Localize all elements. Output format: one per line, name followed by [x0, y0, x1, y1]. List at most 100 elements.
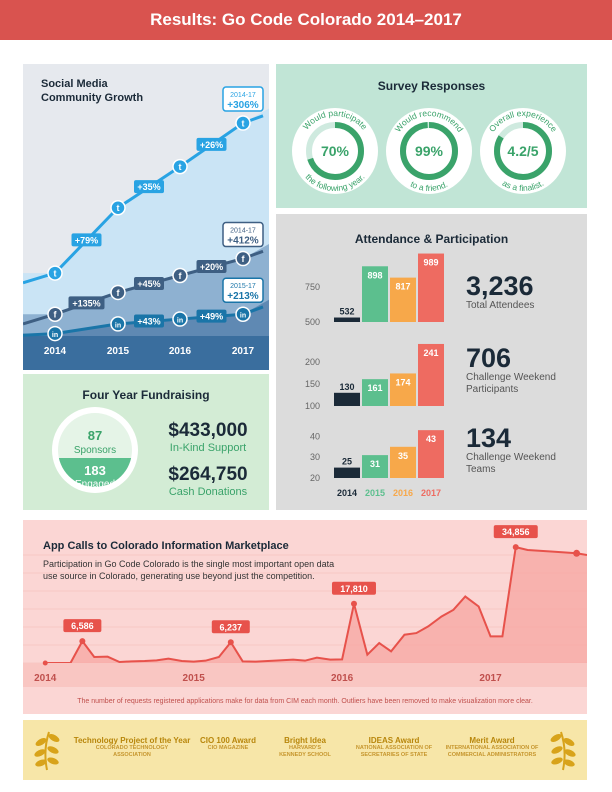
point-glyph: f	[179, 271, 183, 281]
teams-stat: 134 Challenge Weekend Teams	[466, 424, 556, 476]
x-tick-label: 2017	[232, 346, 255, 357]
data-point	[172, 158, 188, 175]
y-tick-label: 40	[310, 431, 320, 441]
x-tick-label: 2016	[169, 346, 192, 357]
callout-label: 6,586	[71, 621, 94, 631]
social-title-line2: Community Growth	[41, 92, 143, 104]
y-tick-label: 200	[305, 357, 320, 367]
in-kind-label: In-Kind Support	[169, 442, 247, 454]
bar	[418, 253, 444, 322]
bar	[362, 379, 388, 406]
point-glyph: f	[54, 310, 58, 320]
teams-label-line1: Challenge Weekend	[466, 452, 556, 463]
bar-value-label: 161	[367, 383, 382, 393]
x-tick-label: 2014	[34, 673, 57, 684]
series-area-linkedin	[23, 299, 269, 336]
growth-label: +135%	[72, 298, 100, 308]
twitter-icon: t	[172, 158, 188, 175]
bar-value-label: 130	[339, 382, 354, 392]
bar	[334, 392, 360, 406]
participants-value: 706	[466, 343, 512, 373]
bar	[334, 317, 360, 322]
growth-label-bg	[196, 309, 227, 323]
point-glyph: in	[177, 318, 183, 325]
y-tick-label: 500	[305, 317, 320, 327]
total-callout-box	[222, 221, 264, 248]
point-glyph: in	[240, 313, 246, 320]
point-glyph: t	[179, 162, 182, 172]
gauge-outer	[386, 108, 472, 194]
point-glyph: t	[117, 203, 120, 213]
bar-value-label: 43	[426, 434, 436, 444]
growth-label-bg	[196, 260, 227, 274]
bar-value-label: 989	[423, 258, 438, 268]
bar-value-label: 35	[398, 451, 408, 461]
bar	[334, 467, 360, 478]
y-tick-label: 30	[310, 452, 320, 462]
callout-label-bg	[63, 619, 102, 633]
award-org: CIO MAGAZINE	[207, 745, 249, 751]
data-point	[235, 250, 251, 267]
growth-label: +26%	[200, 140, 223, 150]
total-attendees-value: 3,236	[466, 271, 534, 301]
award-item: IDEAS Award NATIONAL ASSOCIATION OF SECR…	[343, 736, 445, 759]
laurel-left-icon	[34, 731, 60, 771]
total-callout-period: 2014-17	[230, 92, 256, 99]
in-kind-amount: $433,000	[168, 420, 248, 441]
x-axis-band	[23, 663, 587, 687]
gauge-value: 70%	[321, 143, 350, 159]
linkedin-icon: in	[235, 306, 251, 322]
bar-value-label: 174	[395, 377, 410, 387]
sponsors-count: 87	[88, 428, 102, 443]
engaged-label: Engaged	[75, 479, 115, 490]
bar	[418, 430, 444, 478]
award-item: Technology Project of the Year COLORADO …	[73, 736, 191, 759]
gauge-fill	[306, 122, 364, 180]
app-calls-chart: 2014 2015 2016 2017 6,586 6,237 17,810 34,856	[23, 525, 587, 687]
data-point	[110, 199, 126, 216]
facebook-icon: f	[235, 250, 251, 267]
x-tick-label: 2017	[421, 488, 441, 498]
growth-label-bg	[134, 180, 164, 194]
participants-label-line1: Challenge Weekend	[466, 372, 556, 383]
y-tick-label: 20	[310, 473, 320, 483]
award-org: COLORADO TECHNOLOGY	[95, 745, 169, 751]
award-org: HARVARD'S	[289, 745, 321, 751]
total-attendees-label: Total Attendees	[466, 300, 535, 311]
gauge-bottom-text: to a friend.	[409, 179, 449, 193]
callout-point	[350, 600, 357, 607]
point-glyph: in	[52, 332, 58, 339]
attendance-panel: Attendance & Participation 500 750 532 898 8…	[276, 214, 587, 510]
attendance-title: Attendance & Participation	[354, 232, 509, 246]
x-tick-label: 2015	[107, 346, 130, 357]
award-org: SECRETARIES OF STATE	[360, 752, 428, 758]
x-tick-label: 2015	[365, 488, 385, 498]
gauge-bottom-text: as a finalist.	[501, 178, 546, 193]
startpoint-marker	[42, 660, 48, 666]
point-glyph: in	[115, 322, 121, 329]
in-kind-stat: $433,000 In-Kind Support	[153, 420, 263, 454]
growth-label-bg	[68, 296, 105, 310]
gauge-outer	[480, 108, 566, 194]
growth-label: +43%	[137, 316, 160, 326]
point-glyph: t	[54, 269, 57, 279]
x-tick-label: 2017	[479, 673, 502, 684]
gauge-fill	[494, 122, 552, 180]
award-org: ASSOCIATION	[113, 752, 151, 758]
callout-label-bg	[211, 620, 250, 634]
app-calls-title: App Calls to Colorado Information Market…	[43, 540, 289, 552]
cash-stat: $264,750 Cash Donations	[153, 464, 263, 498]
growth-label: +49%	[200, 312, 223, 322]
growth-label: +45%	[137, 279, 160, 289]
award-name: Merit Award	[469, 736, 515, 745]
award-org: INTERNATIONAL ASSOCIATION OF	[445, 745, 539, 751]
facebook-icon: f	[172, 267, 188, 284]
twitter-icon: t	[110, 199, 126, 216]
awards-panel: Technology Project of the Year COLORADO …	[23, 720, 587, 780]
callout-label-bg	[331, 581, 376, 595]
app-calls-panel: 2014 2015 2016 2017 6,586 6,237 17,810 34,856 A…	[23, 520, 587, 714]
data-point	[172, 311, 188, 327]
